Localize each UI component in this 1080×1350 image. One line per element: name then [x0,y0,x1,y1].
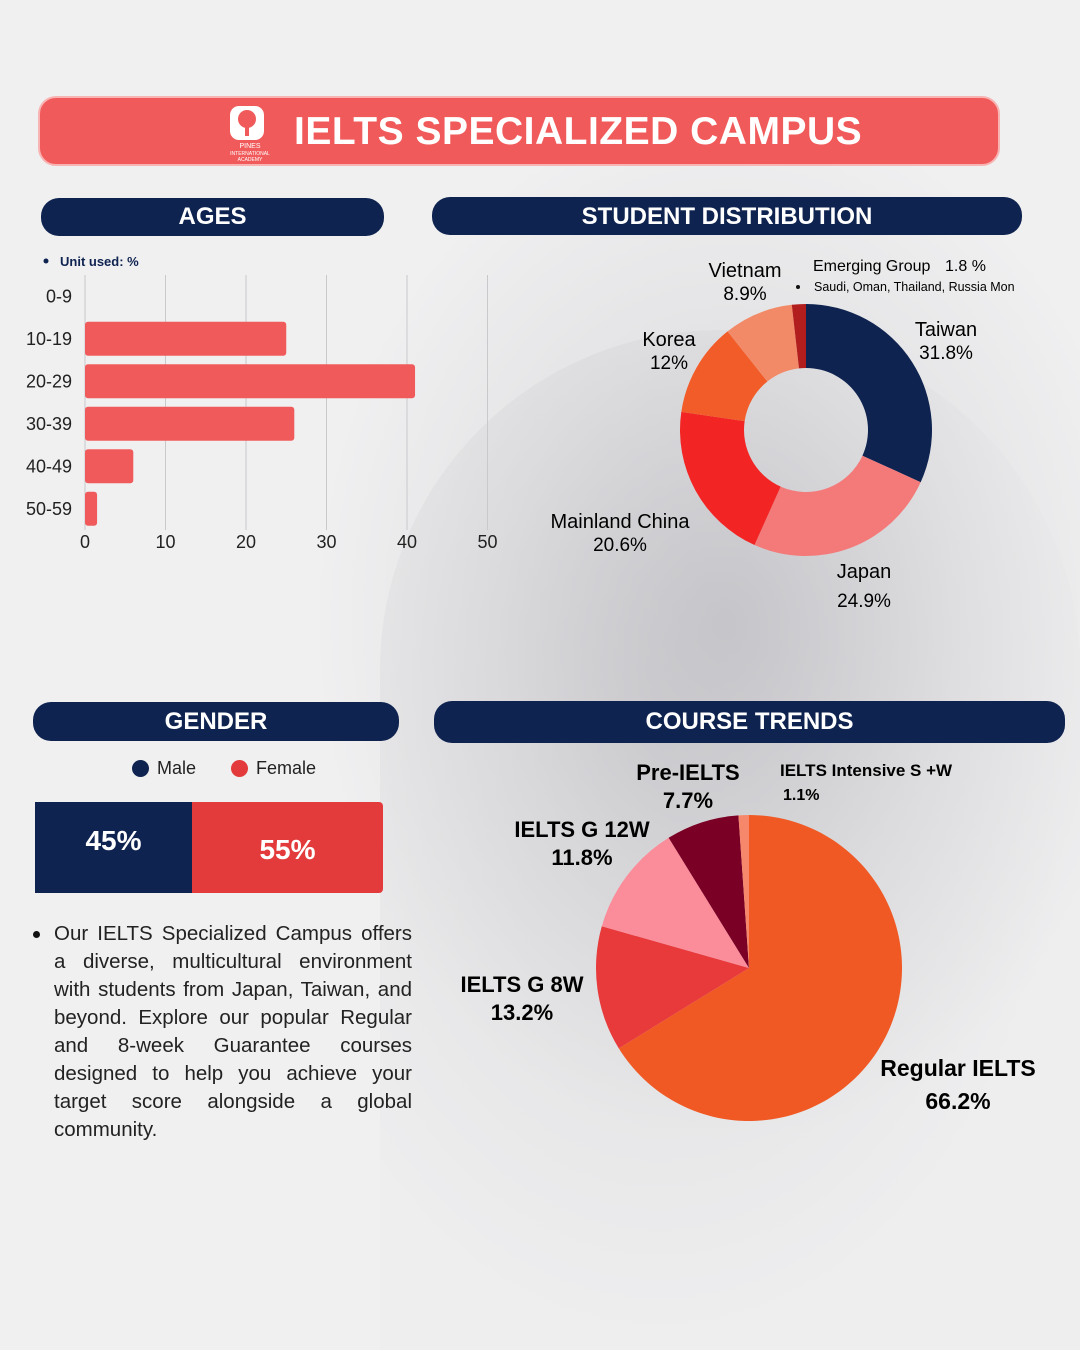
unit-note: Unit used: % [60,254,139,269]
legend-female: Female [231,758,316,779]
distribution-donut-chart: Vietnam 8.9% Emerging Group 1.8 % Saudi,… [551,258,1015,612]
value-regular: 66.2% [925,1088,990,1114]
course-heading: COURSE TRENDS [434,701,1065,743]
male-pct: 45% [85,824,142,856]
slice-ielts-g-8w [596,926,749,1049]
page-title: IELTS SPECIALIZED CAMPUS [294,110,863,153]
y-category-label: 40-49 [26,456,72,476]
label-g8w: IELTS G 8W [460,972,583,997]
slice-mainland-china [680,411,781,545]
female-pct: 55% [259,833,316,865]
y-category-label: 10-19 [26,329,72,349]
value-vietnam: 8.9% [723,284,766,305]
ages-heading: AGES [41,198,384,236]
distribution-heading: STUDENT DISTRIBUTION [432,197,1022,235]
value-japan: 24.9% [837,591,891,612]
description-text: Our IELTS Specialized Campus offers a di… [54,922,412,1141]
y-category-label: 50-59 [26,499,72,519]
slice-japan [754,455,921,556]
x-tick-label: 20 [236,532,256,552]
label-vietnam: Vietnam [708,260,781,282]
label-intensive: IELTS Intensive S +W [780,761,953,780]
label-g12w: IELTS G 12W [514,817,650,842]
slice-taiwan [806,304,932,483]
label-korea: Korea [642,329,696,351]
male-swatch [132,760,149,777]
description-bullet [33,931,40,938]
legend-male: Male [132,758,196,779]
female-swatch [231,760,248,777]
ages-bar-chart: Unit used: % 0-9 10-19 20-29 30-39 40-49 50-5… [26,254,498,552]
value-intensive: 1.1% [783,787,819,804]
value-pre-ielts: 7.7% [663,788,713,813]
label-emerging: Emerging Group [813,258,930,275]
age-bar [85,491,98,526]
emerging-countries: Saudi, Oman, Thailand, Russia Mon [814,280,1015,294]
value-taiwan: 31.8% [919,343,973,364]
age-bar [85,449,134,484]
slice-vietnam [727,304,800,382]
x-tick-label: 40 [397,532,417,552]
y-category-label: 30-39 [26,414,72,434]
gender-heading: GENDER [33,702,399,741]
label-japan: Japan [837,561,892,583]
label-taiwan: Taiwan [915,319,977,341]
legend-female-label: Female [256,758,317,778]
x-tick-label: 30 [316,532,336,552]
value-china: 20.6% [593,535,647,556]
label-pre-ielts: Pre-IELTS [636,760,740,785]
emerging-bullet [796,285,800,289]
slice-regular-ielts [618,815,902,1121]
x-tick-label: 0 [80,532,90,552]
y-category-label: 0-9 [46,286,72,306]
value-korea: 12% [650,353,688,374]
slice-ielts-g-12w [601,837,749,968]
pines-logo: PINES INTERNATIONAL ACADEMY [230,106,270,163]
slice-emerging-group [791,304,806,369]
gender-bar-female: 55% [192,802,383,893]
value-g12w: 11.8% [551,845,612,870]
value-g8w: 13.2% [491,1000,553,1025]
label-china: Mainland China [551,511,691,533]
svg-text:PINES: PINES [239,143,260,150]
gender-bar-male: 45% [35,802,192,893]
age-bar [85,406,295,441]
y-category-label: 20-29 [26,371,72,391]
title-banner [38,96,1000,166]
svg-text:INTERNATIONAL: INTERNATIONAL [230,151,270,157]
x-tick-label: 50 [477,532,497,552]
unit-bullet [43,258,49,264]
svg-text:ACADEMY: ACADEMY [238,157,263,163]
slice-ielts-intensive-s-w [738,815,749,968]
age-bar [85,321,287,356]
course-pie-chart: Pre-IELTS 7.7% IELTS Intensive S +W 1.1%… [460,760,1036,1121]
x-tick-label: 10 [155,532,175,552]
slice-korea [681,331,768,422]
legend-male-label: Male [157,758,197,778]
label-regular: Regular IELTS [880,1055,1036,1081]
value-emerging: 1.8 % [945,258,986,275]
slice-pre-ielts [668,815,749,968]
age-bar [85,364,416,399]
